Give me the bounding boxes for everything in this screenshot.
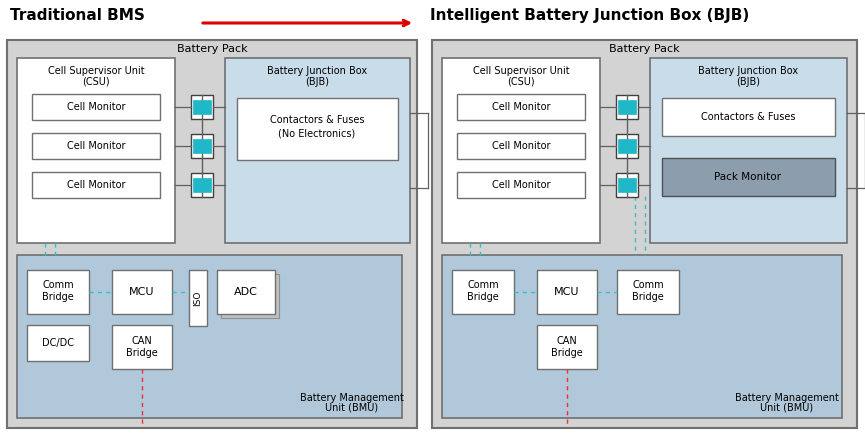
Bar (17, 255, 402, 418)
Text: Cell Monitor: Cell Monitor (67, 180, 125, 190)
Text: Cell Monitor: Cell Monitor (491, 141, 550, 151)
Bar (616, 95, 638, 119)
Bar (32, 172, 160, 198)
Bar (452, 270, 514, 314)
Text: Unit (BMU): Unit (BMU) (760, 403, 814, 413)
Text: Cell Monitor: Cell Monitor (491, 102, 550, 112)
Text: Bridge: Bridge (632, 292, 663, 302)
Text: Bridge: Bridge (42, 292, 74, 302)
Bar (7, 40, 417, 428)
Text: Traditional BMS: Traditional BMS (10, 8, 144, 23)
Text: (No Electronics): (No Electronics) (279, 129, 356, 139)
Text: Cell Monitor: Cell Monitor (491, 180, 550, 190)
Text: (BJB): (BJB) (736, 77, 760, 87)
Bar (616, 173, 638, 197)
Text: MCU: MCU (129, 287, 155, 297)
Bar (191, 95, 213, 119)
Bar (32, 94, 160, 120)
Text: Battery Junction Box: Battery Junction Box (267, 66, 367, 76)
Text: Bridge: Bridge (467, 292, 499, 302)
Text: Bridge: Bridge (126, 348, 158, 358)
Text: Cell Monitor: Cell Monitor (67, 102, 125, 112)
Text: Unit (BMU): Unit (BMU) (325, 403, 379, 413)
Text: DC/DC: DC/DC (42, 338, 74, 348)
Bar (618, 139, 636, 153)
Bar (191, 173, 213, 197)
Bar (457, 172, 585, 198)
Text: CAN: CAN (556, 336, 577, 346)
Bar (112, 325, 172, 369)
Bar (27, 270, 89, 314)
Text: Battery Management: Battery Management (735, 393, 839, 403)
Bar (193, 100, 211, 114)
Bar (537, 325, 597, 369)
Bar (191, 134, 213, 158)
Bar (112, 270, 172, 314)
Bar (662, 98, 835, 136)
Text: Cell Monitor: Cell Monitor (67, 141, 125, 151)
Text: (CSU): (CSU) (82, 77, 110, 87)
Text: Battery Junction Box: Battery Junction Box (698, 66, 798, 76)
Bar (27, 325, 89, 361)
Bar (193, 178, 211, 192)
Text: Bridge: Bridge (551, 348, 583, 358)
Bar (662, 158, 835, 196)
Text: Comm: Comm (467, 280, 499, 290)
Bar (189, 270, 207, 326)
Text: MCU: MCU (554, 287, 580, 297)
Text: (BJB): (BJB) (305, 77, 329, 87)
Bar (225, 58, 410, 243)
Text: Contactors & Fuses: Contactors & Fuses (701, 112, 795, 122)
Bar (616, 134, 638, 158)
Bar (237, 98, 398, 160)
Bar (17, 58, 175, 243)
Bar (650, 58, 847, 243)
Text: CAN: CAN (131, 336, 152, 346)
Text: Cell Supervisor Unit: Cell Supervisor Unit (48, 66, 144, 76)
Text: Battery Pack: Battery Pack (176, 44, 247, 54)
Bar (432, 40, 857, 428)
Bar (537, 270, 597, 314)
Bar (442, 58, 600, 243)
Text: Comm: Comm (42, 280, 74, 290)
Bar (217, 270, 275, 314)
Bar (457, 133, 585, 159)
Bar (617, 270, 679, 314)
Text: Battery Management: Battery Management (300, 393, 404, 403)
Bar (193, 139, 211, 153)
Text: Pack Monitor: Pack Monitor (714, 172, 781, 182)
Bar (457, 94, 585, 120)
Bar (32, 133, 160, 159)
Text: Contactors & Fuses: Contactors & Fuses (270, 115, 364, 125)
Text: ISO: ISO (194, 290, 202, 306)
Text: Intelligent Battery Junction Box (BJB): Intelligent Battery Junction Box (BJB) (430, 8, 749, 23)
Bar (618, 100, 636, 114)
Text: Comm: Comm (632, 280, 663, 290)
Text: Cell Supervisor Unit: Cell Supervisor Unit (472, 66, 569, 76)
Bar (442, 255, 842, 418)
Bar (221, 274, 279, 318)
Text: (CSU): (CSU) (507, 77, 535, 87)
Text: Battery Pack: Battery Pack (609, 44, 679, 54)
Bar (618, 178, 636, 192)
Text: ADC: ADC (234, 287, 258, 297)
